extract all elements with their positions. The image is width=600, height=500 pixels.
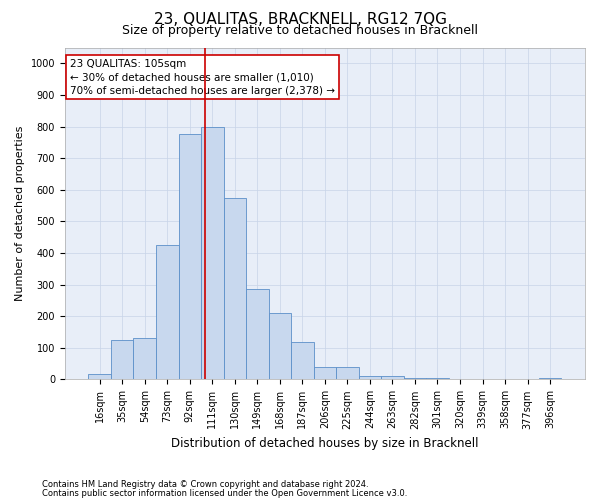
Bar	[156, 245, 179, 380]
Bar	[381, 376, 404, 380]
Bar	[224, 198, 246, 380]
Bar	[336, 368, 359, 380]
Bar	[246, 290, 269, 380]
Bar	[269, 313, 291, 380]
Bar	[291, 342, 314, 380]
Bar	[201, 126, 224, 380]
Text: 23 QUALITAS: 105sqm
← 30% of detached houses are smaller (1,010)
70% of semi-det: 23 QUALITAS: 105sqm ← 30% of detached ho…	[70, 59, 335, 96]
Bar	[314, 368, 336, 380]
Y-axis label: Number of detached properties: Number of detached properties	[15, 126, 25, 301]
Bar	[359, 376, 381, 380]
Text: Contains HM Land Registry data © Crown copyright and database right 2024.: Contains HM Land Registry data © Crown c…	[42, 480, 368, 489]
Bar	[179, 134, 201, 380]
Text: 23, QUALITAS, BRACKNELL, RG12 7QG: 23, QUALITAS, BRACKNELL, RG12 7QG	[154, 12, 446, 28]
Bar	[88, 374, 111, 380]
Text: Contains public sector information licensed under the Open Government Licence v3: Contains public sector information licen…	[42, 488, 407, 498]
Text: Size of property relative to detached houses in Bracknell: Size of property relative to detached ho…	[122, 24, 478, 37]
Bar	[426, 378, 449, 380]
Bar	[111, 340, 133, 380]
Bar	[404, 378, 426, 380]
X-axis label: Distribution of detached houses by size in Bracknell: Distribution of detached houses by size …	[171, 437, 479, 450]
Bar	[539, 378, 562, 380]
Bar	[133, 338, 156, 380]
